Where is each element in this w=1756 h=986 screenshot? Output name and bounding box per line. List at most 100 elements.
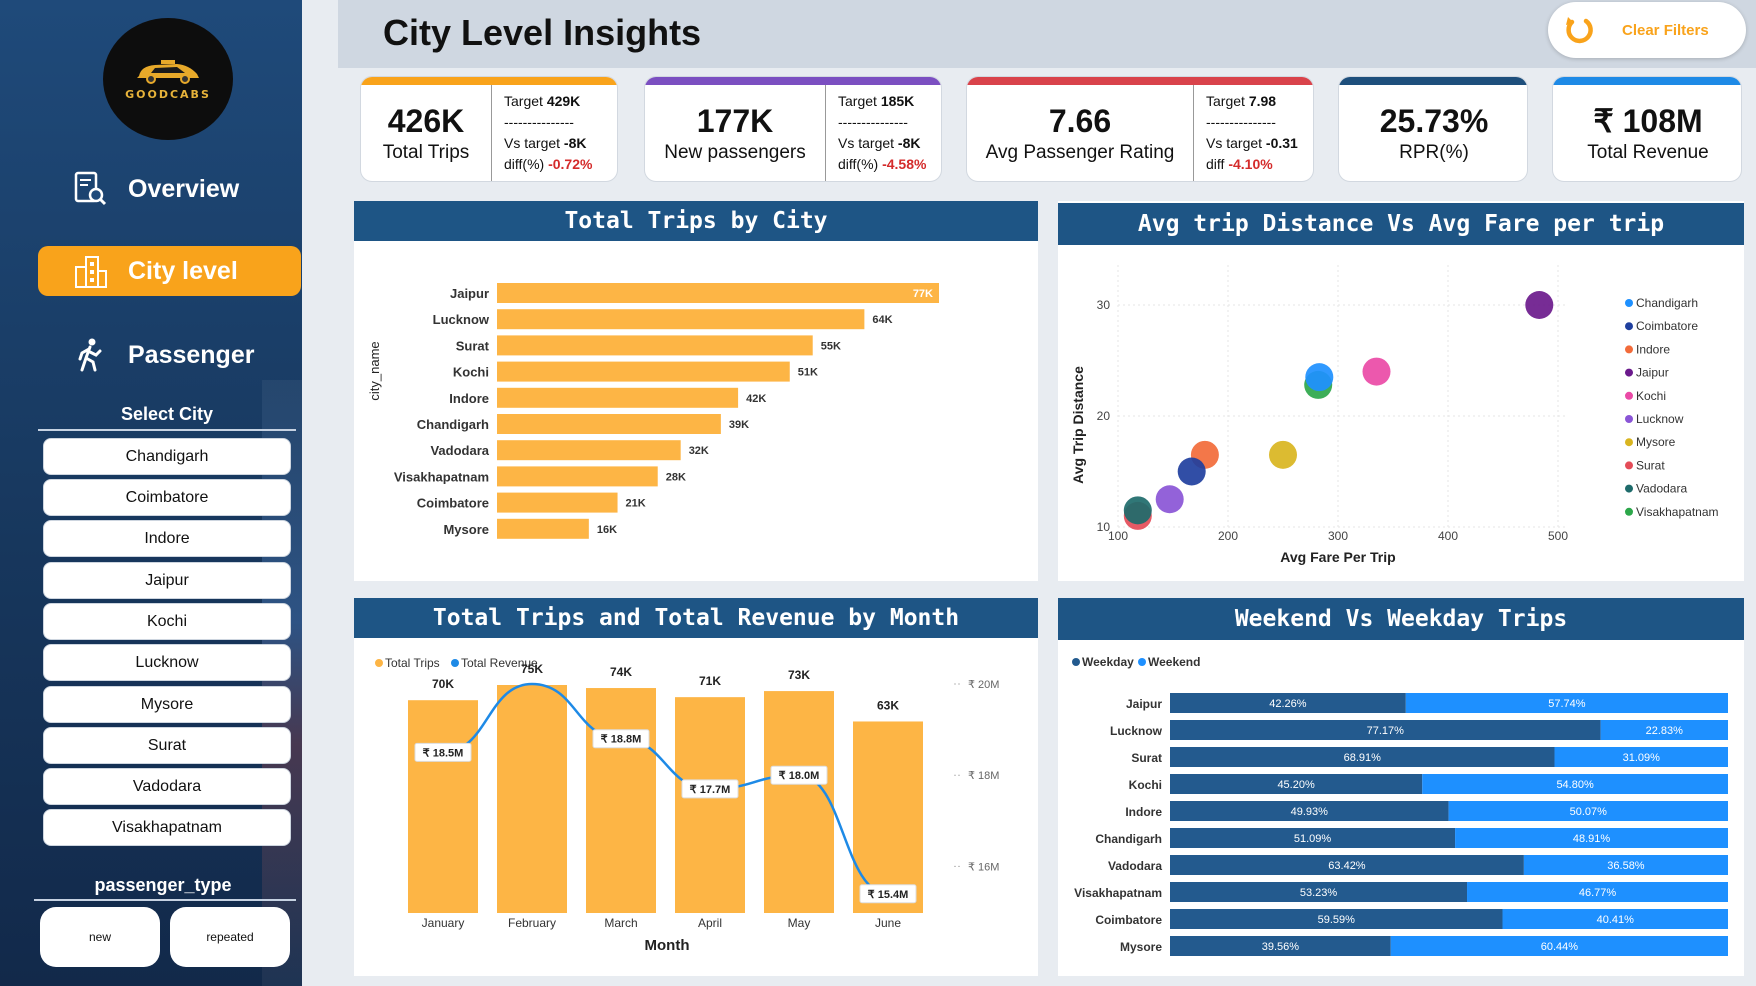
kpi-label: Total Revenue [1587,142,1709,163]
clear-filters-button[interactable]: Clear Filters [1548,2,1746,58]
kpi-rpr: 25.73% RPR(%) [1338,76,1528,182]
bar [586,688,656,913]
sidebar: GOODCABS Overview City level Passenger S… [0,0,302,986]
bar-data-label: 75K [521,662,543,676]
data-label: 32K [689,445,709,457]
report-search-icon [68,169,112,209]
kpi-total-trips: 426K Total Trips Target 429K -----------… [360,76,618,182]
city-button-chandigarh[interactable]: Chandigarh [43,438,291,475]
weekend-data-label: 50.07% [1570,806,1608,818]
kpi-diff-value: -0.72% [548,156,593,172]
kpi-main: 177K New passengers [645,85,825,181]
panel-weekend: Weekend Vs Weekday Trips Weekday Weekend J… [1058,598,1744,976]
kpi-accent-bar [1339,77,1527,85]
weekend-bar [1455,828,1728,848]
x-tick-label: 200 [1218,529,1238,543]
trips-by-city-chart: city_name Jaipur 77K Lucknow 64K Surat 55K Koch… [367,283,939,539]
bar [497,466,658,487]
x-tick-label: April [698,916,722,930]
weekend-data-label: 36.58% [1607,860,1645,872]
weekend-data-label: 60.44% [1541,941,1579,953]
nav-city-level-label: City level [128,256,238,285]
city-button-coimbatore[interactable]: Coimbatore [43,479,291,516]
category-label: Surat [1131,751,1162,765]
scatter-point [1269,440,1297,469]
city-button-indore[interactable]: Indore [43,520,291,557]
nav-passenger[interactable]: Passenger [38,330,301,380]
data-label: 77K [913,288,933,300]
divider [38,429,296,431]
data-label: 55K [821,340,841,352]
revenue-line [442,682,889,896]
x-tick-label: January [422,916,465,930]
bar [497,387,739,408]
weekend-bar [1390,936,1728,956]
kpi-label: Avg Passenger Rating [985,141,1175,163]
line-label-box [414,742,472,762]
kpi-value: ₹ 108M [1593,103,1703,139]
kpi-diff-label: diff(%) [504,156,545,172]
scatter-point [1123,496,1152,525]
category-label: Jaipur [450,286,489,301]
scatter-point [1305,363,1334,392]
weekday-data-label: 68.91% [1344,752,1382,764]
clear-filters-label: Clear Filters [1622,21,1709,39]
kpi-label: RPR(%) [1399,141,1469,163]
passenger-type-repeated-button[interactable]: repeated [170,907,290,967]
city-button-surat[interactable]: Surat [43,727,291,764]
kpi-label: New passengers [664,141,806,163]
select-city-title: Select City [120,404,214,424]
weekday-data-label: 42.26% [1269,698,1307,710]
bar [497,492,618,513]
kpi-dash: --------------- [838,114,908,130]
kpi-dash: --------------- [504,114,574,130]
category-label: Chandigarh [1095,832,1162,846]
category-label: Lucknow [1110,724,1163,738]
city-button-vadodara[interactable]: Vadodara [43,768,291,805]
goodcabs-logo: GOODCABS [103,18,233,140]
weekday-bar [1170,747,1555,767]
weekday-data-label: 59.59% [1318,914,1356,926]
line-data-label: ₹ 18.8M [601,734,642,746]
category-label: Indore [1125,805,1162,819]
bar-data-label: 74K [610,665,632,679]
x-tick-label: 500 [1548,529,1568,543]
bar-data-label: 73K [788,668,810,682]
kpi-vs-label: Vs target [1206,135,1263,151]
nav-city-level[interactable]: City level [38,246,301,296]
legend-marker [1625,391,1633,400]
passenger-type-new-button[interactable]: new [40,907,160,967]
city-button-kochi[interactable]: Kochi [43,603,291,640]
nav-overview[interactable]: Overview [38,164,301,214]
weekday-bar [1170,720,1601,740]
city-button-visakhapatnam[interactable]: Visakhapatnam [43,809,291,846]
scatter-point [1525,291,1554,319]
kpi-target-value: 429K [546,93,581,109]
weekday-data-label: 63.42% [1328,860,1366,872]
city-button-mysore[interactable]: Mysore [43,686,291,723]
panel-title: Weekend Vs Weekday Trips [1058,598,1744,640]
legend-marker [1625,368,1633,377]
y-axis-label: city_name [367,341,382,400]
line-label-box [681,779,739,799]
bar [764,691,834,913]
legend-label: Total Trips [385,656,440,670]
data-label: 21K [626,498,646,510]
city-button-lucknow[interactable]: Lucknow [43,644,291,681]
city-button-jaipur[interactable]: Jaipur [43,562,291,599]
weekday-data-label: 49.93% [1291,806,1329,818]
kpi-vs-value: -8K [897,135,921,151]
legend-marker [1625,484,1633,493]
kpi-dash: --------------- [1206,114,1276,130]
weekday-data-label: 51.09% [1294,833,1332,845]
legend-label: Total Revenue [461,656,538,670]
bar-data-label: 70K [432,677,454,691]
category-label: Mysore [443,522,489,537]
scatter-point [1155,485,1184,514]
data-label: 16K [597,524,617,536]
kpi-target-label: Target [1206,93,1245,109]
weekend-bar [1554,747,1728,767]
data-label: 39K [729,419,749,431]
x-tick-label: June [875,916,901,930]
kpi-main: ₹ 108M Total Revenue [1553,85,1741,181]
